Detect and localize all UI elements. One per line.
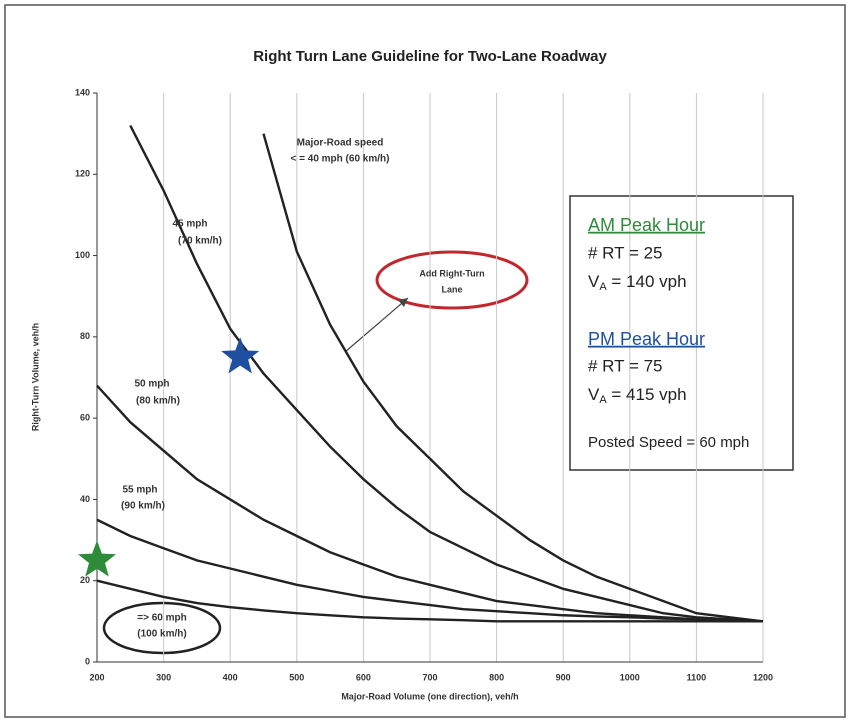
annotation: 45 mph <box>172 219 207 230</box>
box-line: VA = 140 vph <box>588 272 687 292</box>
annotation: (70 km/h) <box>178 236 222 247</box>
annotation: (100 km/h) <box>137 629 186 640</box>
y-tick-label: 100 <box>75 250 90 260</box>
arrow-head <box>398 298 408 307</box>
annotation: Add Right-Turn <box>419 268 484 278</box>
curve <box>129 124 764 623</box>
box-heading: AM Peak Hour <box>588 215 705 235</box>
chart-title: Right Turn Lane Guideline for Two-Lane R… <box>253 48 607 65</box>
annotation: (90 km/h) <box>121 501 165 512</box>
v-label: V <box>588 272 600 291</box>
box-line: VA = 415 vph <box>588 385 687 405</box>
annotation: Lane <box>441 284 462 294</box>
x-tick-label: 1000 <box>620 672 640 682</box>
x-tick-label: 700 <box>422 672 437 682</box>
x-tick-label: 1200 <box>753 672 773 682</box>
y-tick-label: 0 <box>85 656 90 666</box>
x-axis-label: Major-Road Volume (one direction), veh/h <box>341 691 518 701</box>
x-tick-label: 500 <box>289 672 304 682</box>
info-box <box>569 195 794 471</box>
y-tick-label: 120 <box>75 169 90 179</box>
x-tick-label: 300 <box>156 672 171 682</box>
annotation: 55 mph <box>122 485 157 496</box>
curve <box>96 518 764 623</box>
y-tick-label: 140 <box>75 87 90 97</box>
y-tick-label: 60 <box>80 413 90 423</box>
annotation: 50 mph <box>134 379 169 390</box>
annotation: (80 km/h) <box>136 396 180 407</box>
y-axis-label: Right-Turn Volume, veh/h <box>30 323 40 431</box>
curve <box>96 384 764 623</box>
star-point <box>221 337 260 374</box>
y-tick-label: 40 <box>80 494 90 504</box>
x-tick-label: 600 <box>356 672 371 682</box>
box-line: Posted Speed = 60 mph <box>588 434 749 451</box>
annotation: Major-Road speed <box>297 138 384 149</box>
v-sub: A <box>599 394 607 406</box>
annotation: => 60 mph <box>137 613 186 624</box>
annotation: < = 40 mph (60 km/h) <box>291 154 390 165</box>
x-tick-label: 400 <box>223 672 238 682</box>
v-label: V <box>588 385 600 404</box>
star-point <box>78 540 116 577</box>
y-tick-label: 80 <box>80 331 90 341</box>
v-sub: A <box>599 281 607 293</box>
arrow <box>344 297 409 353</box>
box-line: # RT = 25 <box>588 243 663 262</box>
curve <box>262 133 764 623</box>
box-heading: PM Peak Hour <box>588 329 705 349</box>
box-line: # RT = 75 <box>588 356 663 375</box>
x-tick-label: 200 <box>89 672 104 682</box>
y-tick-label: 20 <box>80 575 90 585</box>
x-tick-label: 1100 <box>687 672 707 682</box>
x-tick-label: 900 <box>556 672 571 682</box>
v-text: = 415 vph <box>607 385 687 404</box>
x-tick-label: 800 <box>489 672 504 682</box>
lane-ellipse <box>375 250 529 310</box>
speed-ellipse <box>102 601 222 655</box>
v-text: = 140 vph <box>607 272 687 291</box>
curve <box>96 579 763 623</box>
